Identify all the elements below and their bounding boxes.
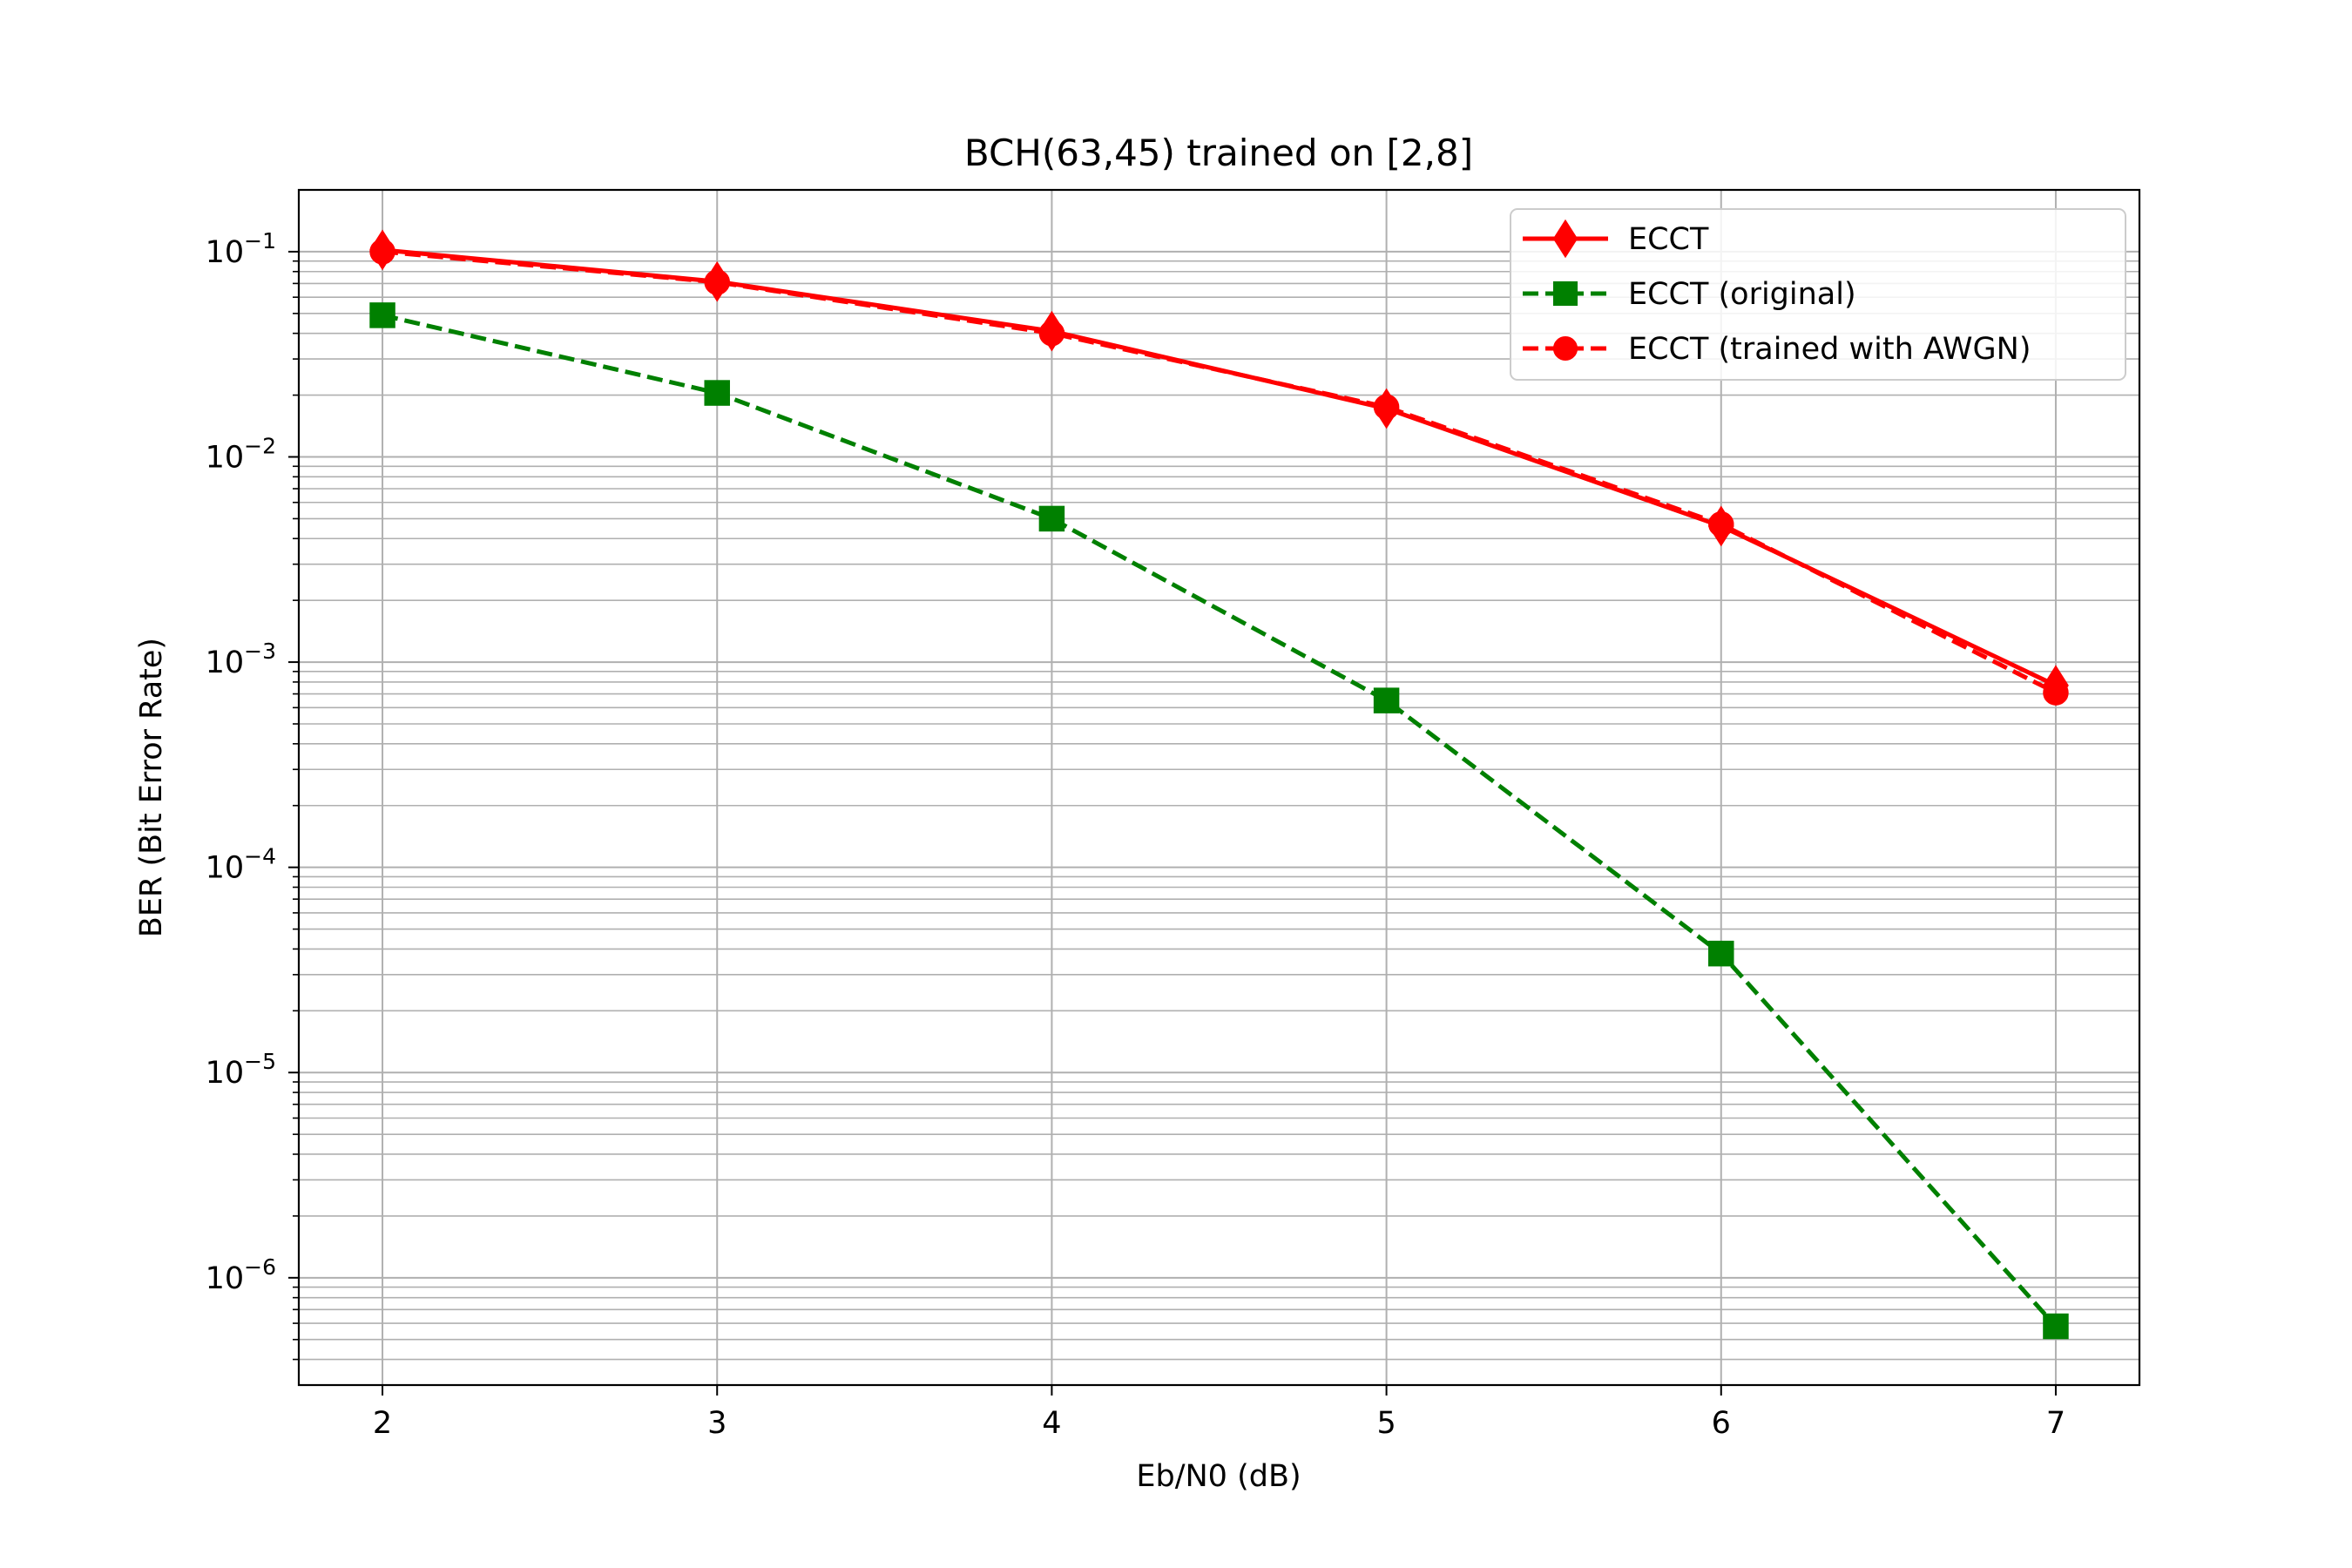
legend: ECCT ECCT (original) ECCT (trained with AW… — [1510, 208, 2126, 381]
data-point — [2043, 1313, 2069, 1340]
axis-ticks: 10−1 10−2 10−3 10−4 10−5 10−6 2 3 4 5 6 7 — [206, 228, 2066, 1441]
data-point — [369, 302, 395, 328]
x-tick-label: 2 — [373, 1406, 392, 1441]
x-tick-label: 5 — [1376, 1406, 1396, 1441]
data-point — [369, 229, 395, 271]
legend-label: ECCT (original) — [1628, 277, 1856, 312]
x-axis-label: Eb/N0 (dB) — [1136, 1459, 1301, 1494]
y-tick-label: 10−5 — [206, 1049, 276, 1091]
data-point — [1707, 505, 1734, 547]
y-axis-label: BER (Bit Error Rate) — [134, 638, 169, 937]
x-tick-label: 6 — [1712, 1406, 1731, 1441]
data-point — [2043, 665, 2069, 706]
grid-lines — [299, 190, 2139, 1385]
y-tick-label: 10−1 — [206, 228, 276, 270]
legend-swatch-marker — [1552, 219, 1578, 259]
series-line — [382, 313, 2058, 1328]
legend-label: ECCT (trained with AWGN) — [1628, 332, 2031, 367]
y-tick-label: 10−2 — [206, 433, 276, 475]
plot-area-frame — [297, 188, 2141, 1387]
x-tick-label: 3 — [707, 1406, 727, 1441]
data-point — [1373, 388, 1400, 429]
y-tick-label: 10−3 — [206, 639, 276, 680]
legend-label: ECCT — [1628, 222, 1709, 257]
data-point — [1708, 940, 1734, 967]
y-tick-label: 10−6 — [206, 1254, 276, 1296]
data-point — [704, 260, 731, 302]
legend-swatch-marker — [1552, 335, 1578, 362]
data-point — [704, 380, 730, 406]
legend-box — [1510, 208, 2126, 381]
data-point — [1373, 687, 1400, 713]
legend-swatch-marker — [1552, 280, 1578, 307]
x-tick-label: 7 — [2046, 1406, 2065, 1441]
y-tick-label: 10−4 — [206, 844, 276, 886]
x-tick-label: 4 — [1042, 1406, 1061, 1441]
chart-title: BCH(63,45) trained on [2,8] — [964, 132, 1473, 174]
data-series — [369, 229, 2069, 1340]
data-point — [1038, 505, 1065, 532]
series-line — [382, 247, 2058, 688]
data-point — [1038, 310, 1065, 352]
